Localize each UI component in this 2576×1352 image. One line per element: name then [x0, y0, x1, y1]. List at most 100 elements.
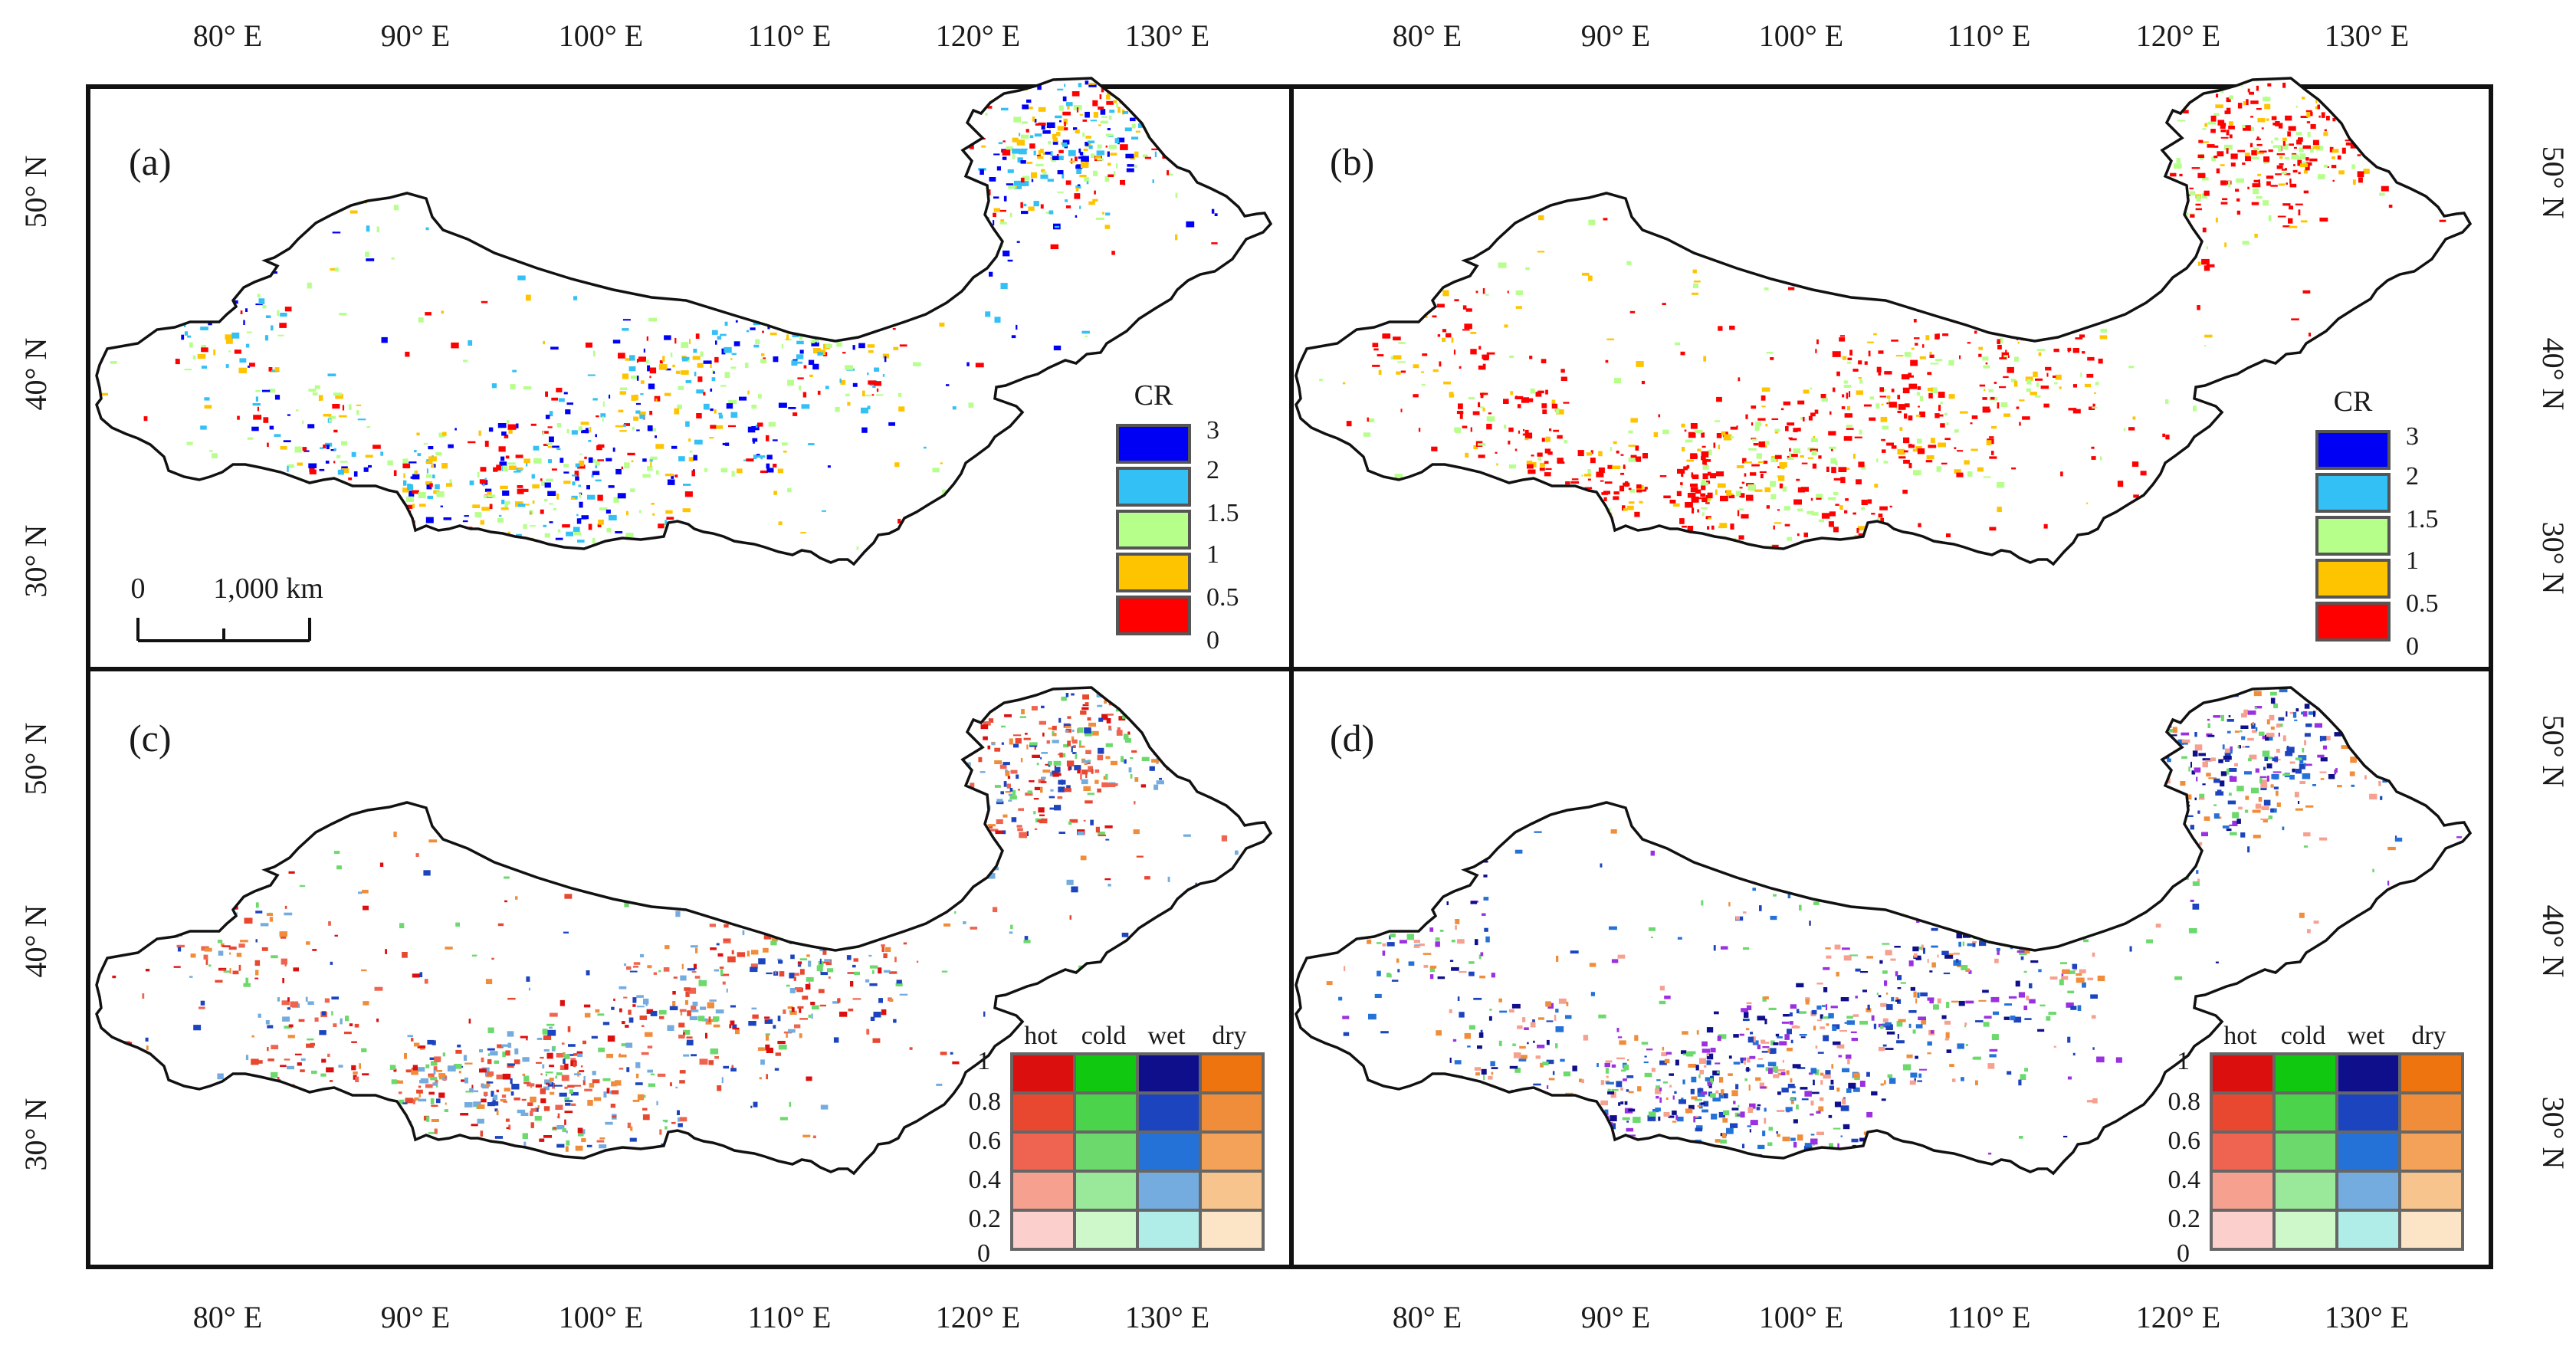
raster-cell — [579, 460, 585, 467]
raster-cell — [2043, 403, 2049, 408]
raster-cell — [631, 395, 636, 401]
raster-cell — [356, 1137, 362, 1140]
raster-cell — [1698, 198, 1704, 202]
raster-cell — [1216, 97, 1224, 102]
raster-cell — [333, 1023, 337, 1027]
raster-cell — [309, 467, 315, 472]
raster-cell — [735, 1029, 740, 1035]
raster-cell — [619, 786, 625, 789]
raster-cell — [1768, 1007, 1777, 1010]
raster-cell — [809, 689, 812, 693]
raster-cell — [861, 297, 866, 303]
raster-cell — [454, 1064, 462, 1069]
raster-cell — [754, 903, 758, 906]
raster-cell — [572, 481, 576, 486]
raster-cell — [2099, 456, 2102, 461]
raster-cell — [1982, 397, 1987, 400]
raster-cell — [2284, 172, 2291, 176]
raster-cell — [826, 144, 832, 149]
raster-cell — [1983, 365, 1990, 369]
raster-cell — [2272, 145, 2282, 148]
raster-cell — [689, 1016, 698, 1021]
raster-cell — [1662, 1046, 1665, 1051]
raster-cell — [1681, 471, 1684, 477]
raster-cell — [517, 485, 523, 488]
raster-cell — [2092, 1098, 2098, 1104]
raster-cell — [2297, 159, 2302, 166]
raster-cell — [431, 1104, 438, 1107]
raster-cell — [2301, 711, 2303, 715]
raster-cell — [1252, 346, 1259, 350]
raster-cell — [331, 996, 339, 1000]
raster-cell — [1091, 769, 1094, 774]
raster-cell — [1081, 770, 1088, 775]
raster-cell — [2288, 126, 2296, 131]
raster-cell — [988, 189, 991, 195]
raster-cell — [1957, 965, 1963, 967]
raster-cell — [1598, 467, 1605, 473]
raster-cell — [359, 1119, 366, 1121]
raster-cell — [1681, 1050, 1687, 1055]
raster-cell — [983, 721, 991, 726]
raster-cell — [255, 902, 259, 908]
raster-cell — [342, 405, 345, 411]
raster-cell — [145, 1037, 149, 1042]
raster-cell — [611, 1081, 617, 1087]
raster-cell — [1527, 398, 1534, 402]
raster-cell — [1095, 826, 1100, 833]
raster-cell — [896, 803, 901, 809]
scale-bar-start: 0 — [131, 573, 146, 605]
raster-cell — [201, 344, 207, 349]
raster-cell — [1041, 818, 1048, 822]
raster-cell — [766, 1074, 768, 1080]
raster-cell — [628, 366, 636, 372]
raster-cell — [685, 991, 690, 997]
lon-label-bottom: 90° E — [1581, 1300, 1650, 1334]
raster-cell — [924, 870, 930, 875]
raster-cell — [544, 498, 548, 502]
raster-cell — [913, 362, 921, 366]
raster-cell — [2349, 731, 2354, 733]
raster-cell — [2323, 736, 2331, 740]
raster-cell — [1407, 891, 1410, 894]
raster-cell — [1008, 793, 1012, 796]
raster-cell — [819, 294, 822, 300]
raster-cell — [1008, 799, 1012, 802]
raster-cell — [969, 144, 974, 149]
raster-cell — [1783, 401, 1791, 405]
raster-cell — [806, 264, 811, 269]
raster-cell — [2162, 766, 2165, 770]
raster-cell — [579, 501, 583, 508]
raster-cell — [328, 1141, 335, 1147]
raster-cell — [1867, 293, 1875, 298]
raster-cell — [404, 1052, 407, 1059]
raster-cell — [906, 871, 913, 873]
raster-cell — [1695, 489, 1701, 494]
raster-cell — [1449, 721, 1453, 724]
raster-cell — [341, 441, 347, 446]
raster-cell — [641, 1052, 649, 1055]
raster-cell — [2463, 1098, 2468, 1102]
raster-cell — [1098, 124, 1101, 126]
raster-cell — [2319, 217, 2328, 222]
raster-cell — [293, 967, 299, 972]
raster-cell — [376, 727, 380, 733]
raster-cell — [435, 1079, 438, 1084]
raster-cell — [993, 220, 995, 226]
raster-cell — [258, 1013, 261, 1018]
raster-cell — [895, 271, 900, 276]
raster-cell — [1032, 754, 1040, 758]
raster-cell — [1477, 443, 1486, 446]
raster-cell — [1952, 1078, 1956, 1082]
bottom-longitude-labels: 80° E 90° E 100° E 110° E 120° E 130° E … — [193, 1300, 2409, 1334]
raster-cell — [543, 1035, 552, 1040]
raster-cell — [1390, 934, 1396, 937]
raster-cell — [777, 468, 784, 474]
raster-cell — [1052, 133, 1057, 139]
raster-cell — [999, 1098, 1008, 1102]
raster-cell — [249, 363, 255, 367]
raster-cell — [2226, 97, 2231, 103]
raster-cell — [2247, 846, 2250, 853]
raster-cell — [2271, 140, 2273, 144]
raster-cell — [1108, 174, 1114, 177]
